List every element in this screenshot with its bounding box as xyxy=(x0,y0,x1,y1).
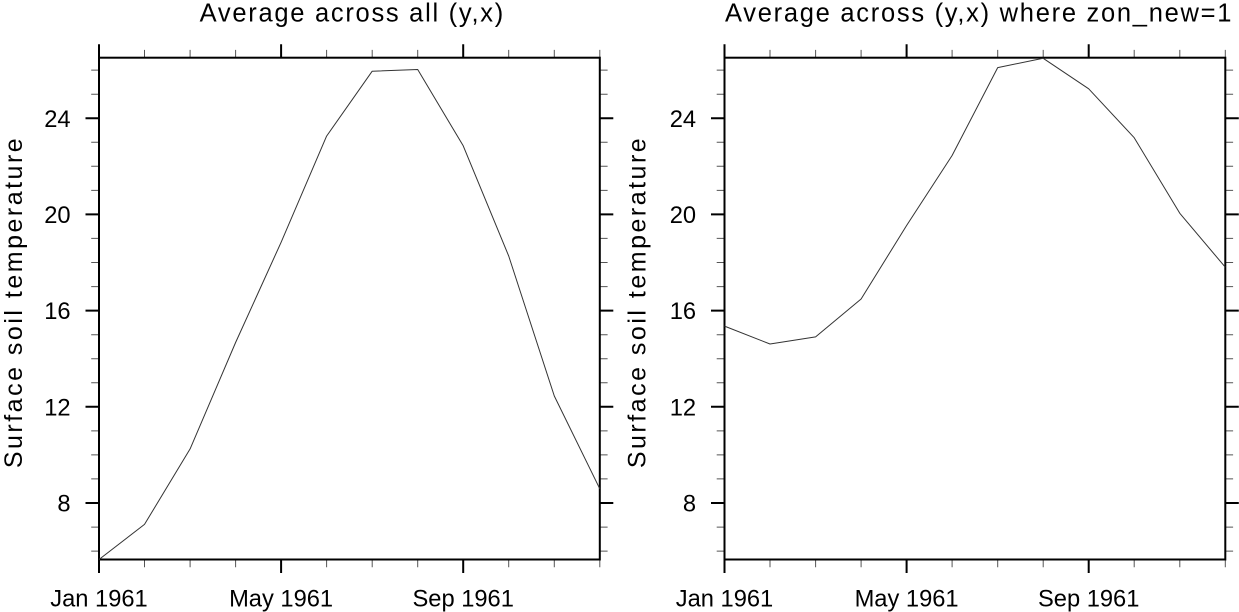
svg-text:20: 20 xyxy=(670,203,696,229)
svg-text:May 1961: May 1961 xyxy=(229,587,333,612)
svg-text:Surface soil temperature: Surface soil temperature xyxy=(624,136,652,468)
svg-text:8: 8 xyxy=(683,492,696,518)
svg-text:12: 12 xyxy=(670,395,696,421)
svg-text:24: 24 xyxy=(44,107,70,133)
svg-text:Surface soil temperature: Surface soil temperature xyxy=(0,136,28,468)
svg-text:16: 16 xyxy=(670,299,696,325)
svg-text:20: 20 xyxy=(44,203,70,229)
svg-text:Sep 1961: Sep 1961 xyxy=(1038,587,1139,612)
svg-text:8: 8 xyxy=(57,492,70,518)
svg-text:Average across (y,x) where zon: Average across (y,x) where zon_new=1 xyxy=(725,0,1233,28)
svg-text:16: 16 xyxy=(44,299,70,325)
svg-text:Jan 1961: Jan 1961 xyxy=(50,587,147,612)
svg-text:24: 24 xyxy=(670,107,696,133)
svg-text:Jan 1961: Jan 1961 xyxy=(676,587,773,612)
svg-text:May 1961: May 1961 xyxy=(855,587,959,612)
svg-text:12: 12 xyxy=(44,395,70,421)
svg-text:Average across all (y,x): Average across all (y,x) xyxy=(200,0,505,28)
svg-text:Sep 1961: Sep 1961 xyxy=(412,587,513,612)
